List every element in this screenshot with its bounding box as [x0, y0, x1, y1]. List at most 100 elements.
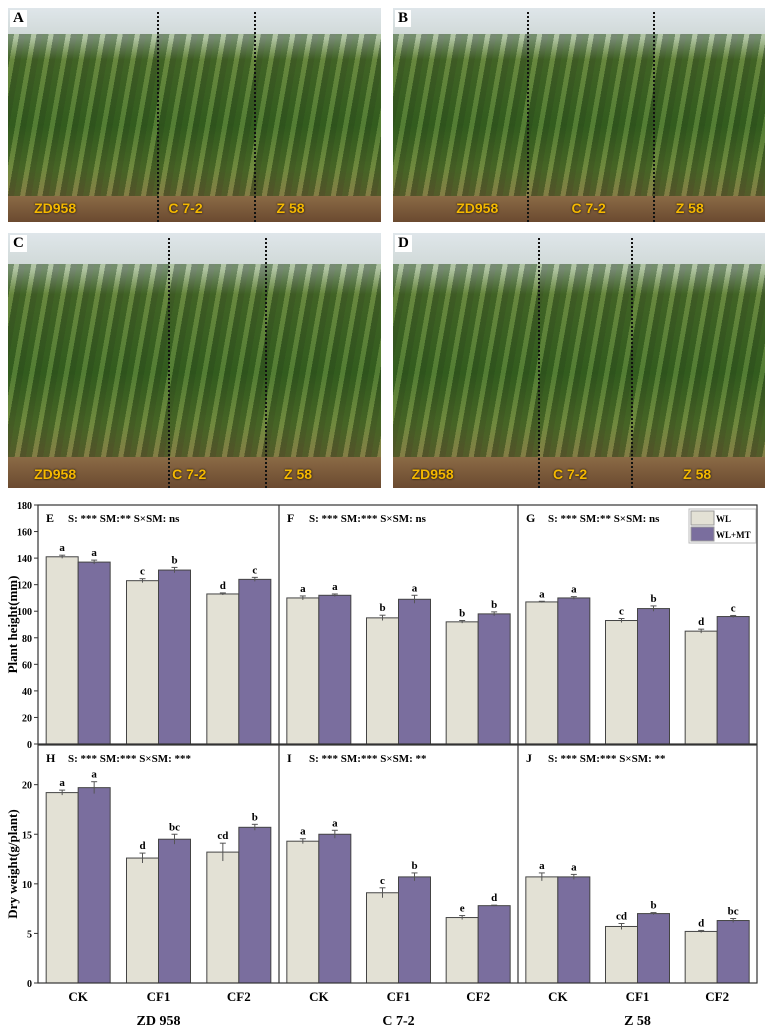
cultivar-label: ZD958	[456, 200, 499, 216]
sig-letter: c	[140, 566, 145, 578]
panel-letter: E	[46, 511, 54, 525]
cultivar-label: Z 58	[675, 200, 704, 216]
sig-letter: bc	[169, 821, 180, 833]
sig-letter: c	[380, 875, 385, 887]
genotype-label: C 7-2	[382, 1014, 414, 1029]
sig-letter: b	[379, 602, 385, 614]
bar-wlmt	[716, 616, 750, 745]
bar-wlmt	[238, 826, 272, 984]
cultivar-label: ZD958	[34, 200, 77, 216]
panel-letter: C	[10, 235, 27, 252]
sig-letter: b	[650, 593, 656, 605]
bar-wl	[366, 617, 399, 745]
bar-wlmt	[637, 913, 670, 984]
maize-plants	[8, 33, 381, 197]
genotype-label: Z 58	[624, 1014, 651, 1029]
y-tick-label: 100	[17, 607, 32, 618]
plot-frame	[37, 744, 758, 984]
sig-letter: cd	[217, 830, 228, 842]
panel-letter: B	[395, 10, 412, 27]
cultivar-label: C 7-2	[168, 200, 203, 216]
cultivar-label: C 7-2	[172, 466, 207, 482]
panel-letter: F	[287, 511, 294, 525]
y-axis-label: Dry weight(g/plant)	[5, 809, 20, 918]
cultivar-label: C 7-2	[571, 200, 606, 216]
bar-wl	[45, 792, 79, 984]
bar-wlmt	[238, 578, 272, 745]
significance-stats: S: *** SM:*** S×SM: ns	[309, 513, 427, 525]
significance-stats: S: *** SM:*** S×SM: **	[309, 753, 427, 765]
divider-line	[157, 12, 160, 222]
sig-letter: d	[698, 616, 704, 628]
sig-letter: d	[491, 892, 497, 904]
sig-letter: bc	[728, 906, 739, 918]
bar-wlmt	[637, 608, 670, 745]
sig-letter: a	[571, 861, 577, 873]
bar-wl	[126, 580, 159, 745]
legend-label-wl: WL	[716, 514, 731, 524]
sig-letter: a	[571, 584, 577, 596]
sig-letter: a	[300, 826, 306, 838]
divider-line	[631, 238, 634, 488]
bar-wl	[525, 601, 559, 745]
sig-letter: a	[91, 769, 97, 781]
panel-letter: D	[395, 235, 412, 252]
sig-letter: a	[91, 547, 97, 559]
y-tick-label: 5	[27, 929, 32, 940]
photo-panel-b: B ZD958 C 7-2 Z 58	[393, 8, 765, 222]
sig-letter: a	[539, 588, 545, 600]
sig-letter: c	[731, 602, 736, 614]
bar-wl	[45, 556, 79, 745]
sig-letter: a	[332, 817, 338, 829]
y-tick-label: 180	[17, 501, 32, 512]
bar-wl	[684, 930, 718, 984]
y-tick-label: 0	[27, 979, 32, 990]
sig-letter: d	[220, 580, 226, 592]
bar-wlmt	[557, 597, 591, 745]
panel-letter: J	[526, 751, 532, 765]
bar-wlmt	[318, 833, 352, 984]
x-tick-label: CK	[68, 989, 88, 1004]
divider-line	[653, 12, 656, 222]
divider-line	[254, 12, 257, 222]
cultivar-label: ZD958	[34, 466, 77, 482]
bar-wlmt	[398, 876, 431, 984]
cultivar-label: Z 58	[683, 466, 712, 482]
divider-line	[168, 238, 171, 488]
bar-wlmt	[158, 569, 191, 745]
y-tick-label: 20	[22, 781, 32, 792]
sig-letter: e	[460, 903, 465, 915]
y-axis-label: Plant height(mm)	[5, 576, 20, 674]
photo-panel-d: D ZD958 C 7-2 Z 58	[393, 233, 765, 488]
bar-wlmt	[477, 905, 511, 984]
divider-line	[538, 238, 541, 488]
sig-letter: c	[619, 606, 624, 618]
panel-letter: I	[287, 751, 292, 765]
x-tick-label: CF1	[626, 989, 650, 1004]
y-tick-label: 40	[22, 687, 32, 698]
panel-letter: A	[10, 10, 27, 27]
bar-wl	[605, 620, 638, 745]
legend-swatch-wl	[690, 510, 715, 526]
divider-line	[265, 238, 268, 488]
y-tick-label: 80	[22, 634, 32, 645]
x-tick-label: CF2	[705, 989, 729, 1004]
significance-stats: S: *** SM:*** S×SM: **	[548, 753, 666, 765]
y-tick-label: 10	[22, 880, 32, 891]
bar-wlmt	[318, 594, 352, 745]
maize-plants	[393, 263, 765, 458]
sig-letter: d	[698, 917, 704, 929]
bar-wlmt	[77, 787, 111, 984]
bar-wlmt	[716, 920, 750, 984]
bar-wlmt	[77, 561, 111, 745]
cultivar-label: C 7-2	[552, 466, 588, 482]
sig-letter: b	[650, 900, 656, 912]
bar-wl	[445, 621, 479, 745]
bar-wl	[684, 630, 718, 745]
cultivar-label: ZD958	[411, 466, 454, 482]
bar-wl	[206, 851, 240, 984]
x-tick-label: CF1	[147, 989, 171, 1004]
photo-panel-a: A ZD958 C 7-2 Z 58	[8, 8, 381, 222]
sig-letter: b	[491, 599, 497, 611]
